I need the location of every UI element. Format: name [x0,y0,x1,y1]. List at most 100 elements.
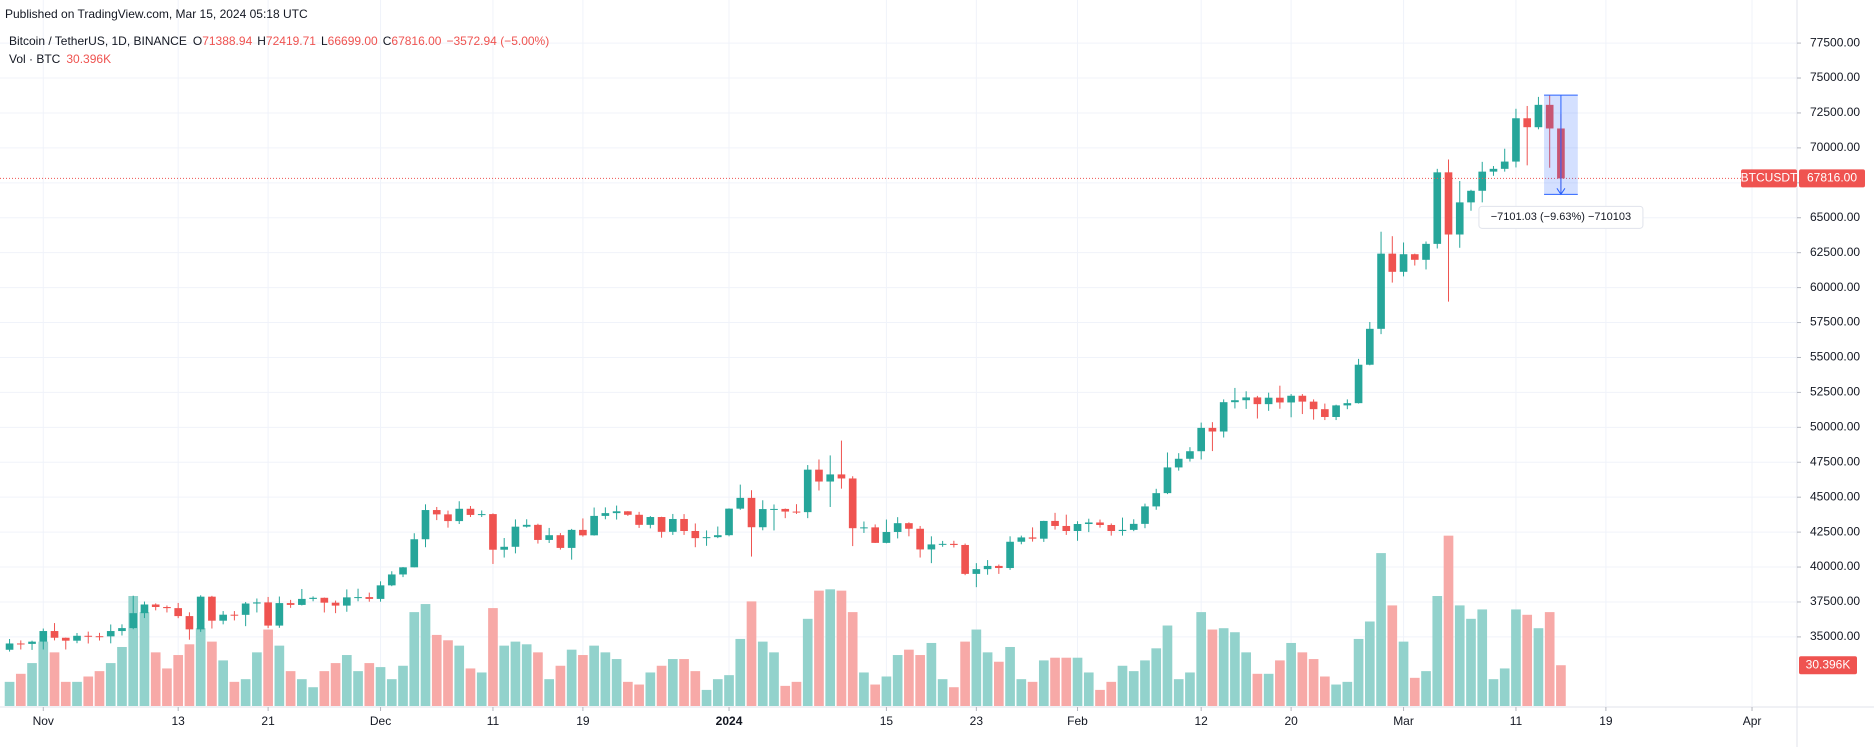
candle-body [118,628,126,632]
published-header: Published on TradingView.com, Mar 15, 20… [5,7,308,21]
candle-body [1039,520,1048,539]
candle-body [1298,395,1307,402]
candle-body [275,603,284,626]
volume-bar [1286,642,1296,706]
candle-body [1152,493,1161,507]
volume-bar [443,640,453,706]
candle-body [410,539,419,568]
x-tick-label: 19 [1599,714,1613,728]
volume-bar [735,638,746,706]
y-tick-label: 70000.00 [1810,140,1860,154]
candle-body [129,613,138,629]
candle-body [331,602,340,606]
volume-bar [1218,628,1229,706]
symbol-tag: BTCUSDT [1741,171,1798,185]
volume-bar [476,672,487,706]
y-tick-label: 57500.00 [1810,315,1860,329]
candle-body [1467,190,1475,203]
x-tick-label: 2024 [716,714,743,728]
candle-body [815,469,823,482]
volume-bar [319,671,330,706]
volume-bar [4,681,15,706]
volume-bar [465,668,476,706]
last-price-box [1799,169,1865,188]
candle-body [1388,253,1397,272]
volume-bar [184,644,195,706]
volume-bar [1241,652,1251,706]
candle-body [1433,172,1442,244]
candle-body [736,497,745,509]
measure-label-box [1478,205,1644,229]
volume-bar [1230,632,1240,706]
volume-bar [600,652,611,706]
y-tick-label: 60000.00 [1810,280,1860,294]
candle-body [725,508,733,536]
candle-body [106,631,115,637]
volume-bar [802,618,813,706]
axes-layer: 35000.00 37500.00 40000.00 42500.00 45000.00… [33,35,1865,728]
volume-bar [847,612,858,706]
volume-bar [1162,625,1173,706]
candle-body [1028,537,1037,539]
candle-body [28,641,36,644]
symbol-legend: Bitcoin / TetherUS, 1D, BINANCE O71388.94… [9,34,549,48]
volume-bar [128,596,139,706]
candle-body [1118,529,1127,531]
volume-bar [960,641,970,706]
volume-bar [117,646,127,706]
candle-body [702,537,711,539]
volume-bar [1511,609,1521,706]
measure-label: −7101.03 (−9.63%) −710103 [1491,211,1631,223]
candle-body [1141,506,1149,524]
volume-bar [1387,605,1398,706]
candle-body [1163,467,1172,494]
candle-body [1084,522,1093,525]
measure-arrowhead [1556,188,1566,196]
volume-bar [1443,535,1454,706]
candle-body [747,497,756,528]
volume-bar [870,684,881,706]
candle-body [1309,401,1318,410]
candle-body [1073,524,1082,531]
volume-bar [1038,660,1049,706]
candle-body [567,529,576,548]
candle-body [1365,328,1374,365]
candle-body [1107,524,1116,531]
candle-body [219,614,227,621]
x-tick-label: Nov [33,714,54,728]
volume-bar [544,679,554,706]
volume-bar [173,655,184,706]
volume-bar [589,645,599,706]
volume-bar [207,641,217,706]
volume-bar [1488,679,1499,706]
candle-body [1332,405,1340,417]
candle-body [612,511,621,514]
volume-bar [1398,641,1409,706]
legend-value: 66699.00 [328,34,378,48]
legend-key: O [193,34,202,48]
candle-body [1096,522,1104,525]
y-tick-label: 40000.00 [1810,559,1860,573]
candle-body [1444,172,1453,235]
candle-body [455,508,464,522]
candle-body [16,643,25,645]
candle-body [635,514,643,525]
volume-bar [1342,681,1353,706]
volume-bar [1533,628,1544,706]
candle-body [1512,118,1520,162]
candle-body [534,524,542,540]
candle-body [1276,397,1284,403]
overlay-layer: −7101.03 (−9.63%) −710103 [0,94,1797,229]
candle-body [950,543,958,545]
candle-body [713,535,722,538]
volume-bar [330,663,341,706]
candle-body [927,544,936,550]
candle-body [1197,427,1206,452]
candle-body [579,529,587,536]
volume-bar [578,655,588,706]
volume-bar [105,663,116,706]
candle-body [1343,403,1352,406]
volume-bar [1005,646,1015,706]
volume-bar [937,679,948,706]
volume-bar [94,671,105,706]
